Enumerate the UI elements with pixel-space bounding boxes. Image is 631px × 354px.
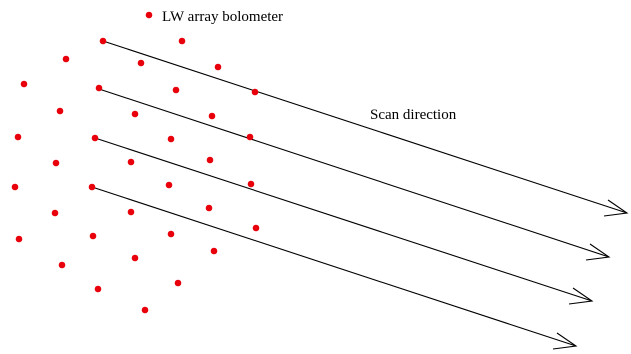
bolometer-point <box>94 285 102 293</box>
bolometer-point <box>11 183 19 191</box>
scan-arrow <box>94 137 594 305</box>
bolometer-point <box>247 180 255 188</box>
bolometer-point <box>210 247 218 255</box>
bolometer-point <box>208 112 216 120</box>
bolometer-point <box>167 135 175 143</box>
bolometer-point <box>172 86 180 94</box>
bolometer-point <box>127 158 135 166</box>
bolometer-array <box>11 37 260 314</box>
scan-arrow-head <box>603 199 629 217</box>
bolometer-point <box>99 37 107 45</box>
scan-arrow-head <box>585 243 611 261</box>
scan-arrow <box>91 186 578 350</box>
bolometer-point <box>252 224 260 232</box>
legend-label: LW array bolometer <box>162 9 283 25</box>
bolometer-point <box>15 235 23 243</box>
scan-arrow-head <box>552 332 578 350</box>
bolometer-point <box>141 306 149 314</box>
bolometer-point <box>165 181 173 189</box>
bolometer-point <box>62 55 70 63</box>
bolometer-point <box>205 204 213 212</box>
scan-arrow-head <box>568 287 594 305</box>
bolometer-point <box>58 261 66 269</box>
bolometer-point <box>174 279 182 287</box>
bolometer-point <box>137 59 145 67</box>
bolometer-point <box>206 156 214 164</box>
bolometer-point <box>56 107 64 115</box>
bolometer-point <box>167 230 175 238</box>
bolometer-point <box>88 183 96 191</box>
scan-arrow-shaft <box>102 40 628 214</box>
bolometer-point <box>52 159 60 167</box>
bolometer-point <box>131 254 139 262</box>
bolometer-point <box>14 133 22 141</box>
scan-arrow <box>102 40 629 217</box>
legend-marker <box>145 11 153 19</box>
bolometer-point <box>178 37 186 45</box>
bolometer-point <box>131 110 139 118</box>
bolometer-point <box>51 209 59 217</box>
scan-direction-label: Scan direction <box>370 107 457 123</box>
bolometer-point <box>127 208 135 216</box>
scan-arrow <box>98 88 611 261</box>
scan-arrow-shaft <box>91 186 577 347</box>
bolometer-point <box>89 232 97 240</box>
scan-arrow-shaft <box>94 137 593 302</box>
bolometer-point <box>251 88 259 96</box>
bolometer-point <box>91 134 99 142</box>
bolometer-point <box>214 63 222 71</box>
legend: LW array bolometer <box>145 9 283 25</box>
bolometer-point <box>95 84 103 92</box>
bolometer-point <box>20 80 28 88</box>
scan-arrows <box>91 40 629 350</box>
bolometer-point <box>246 133 254 141</box>
scan-arrow-shaft <box>98 88 610 258</box>
